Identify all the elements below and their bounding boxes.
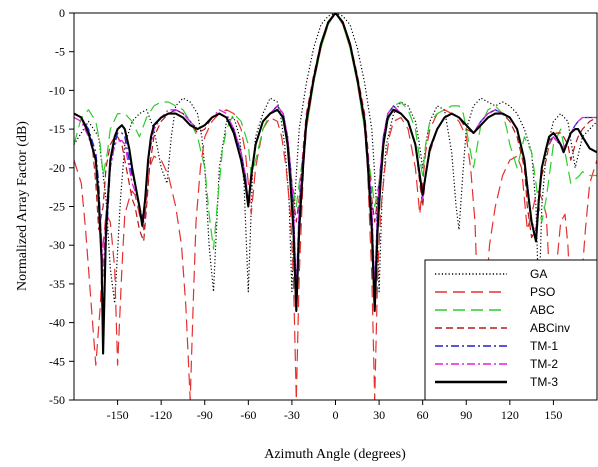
x-tick-label: -30 bbox=[284, 408, 300, 422]
y-axis-label: Normalized Array Factor (dB) bbox=[15, 121, 30, 291]
x-tick-label: -150 bbox=[107, 408, 129, 422]
x-tick-label: -60 bbox=[240, 408, 256, 422]
legend-label: ABCinv bbox=[530, 321, 570, 335]
axes-layer: -150 -120 -90 -60 -30 0 30 60 90 120 150 0 -5 -10 -15 -… bbox=[49, 6, 598, 422]
series-line-pso bbox=[74, 13, 597, 400]
x-tick-label: 90 bbox=[460, 408, 472, 422]
y-tick-label: -35 bbox=[49, 277, 65, 291]
x-tick-label: -90 bbox=[197, 408, 213, 422]
legend-label: TM-1 bbox=[530, 339, 558, 353]
y-tick-label: -45 bbox=[49, 354, 65, 368]
x-tick-label: 120 bbox=[501, 408, 519, 422]
y-tick-label: -15 bbox=[49, 122, 65, 136]
y-tick-label: -50 bbox=[49, 393, 65, 407]
legend-box bbox=[424, 259, 598, 401]
y-tick-label: -5 bbox=[55, 45, 65, 59]
y-tick-label: -20 bbox=[49, 161, 65, 175]
x-tick-label: -120 bbox=[150, 408, 172, 422]
x-tick-label: 0 bbox=[333, 408, 339, 422]
y-tick-label: -30 bbox=[49, 238, 65, 252]
x-tick-label: 30 bbox=[373, 408, 385, 422]
legend-label: GA bbox=[530, 267, 547, 281]
legend-label: PSO bbox=[530, 285, 555, 299]
y-tick-label: -10 bbox=[49, 83, 65, 97]
y-tick-label: 0 bbox=[59, 6, 65, 20]
x-axis-label: Azimuth Angle (degrees) bbox=[264, 447, 406, 462]
x-tick-label: 150 bbox=[544, 408, 562, 422]
y-tick-label: -40 bbox=[49, 316, 65, 330]
y-tick-label: -25 bbox=[49, 200, 65, 214]
series-line-tm-3 bbox=[74, 13, 597, 355]
legend-label: TM-3 bbox=[530, 375, 558, 389]
legend: GA PSO ABC ABCinv TM-1 TM-2 TM-3 bbox=[424, 259, 598, 401]
legend-label: TM-2 bbox=[530, 357, 558, 371]
legend-label: ABC bbox=[530, 303, 555, 317]
x-tick-label: 60 bbox=[417, 408, 429, 422]
series-layer bbox=[74, 13, 597, 400]
